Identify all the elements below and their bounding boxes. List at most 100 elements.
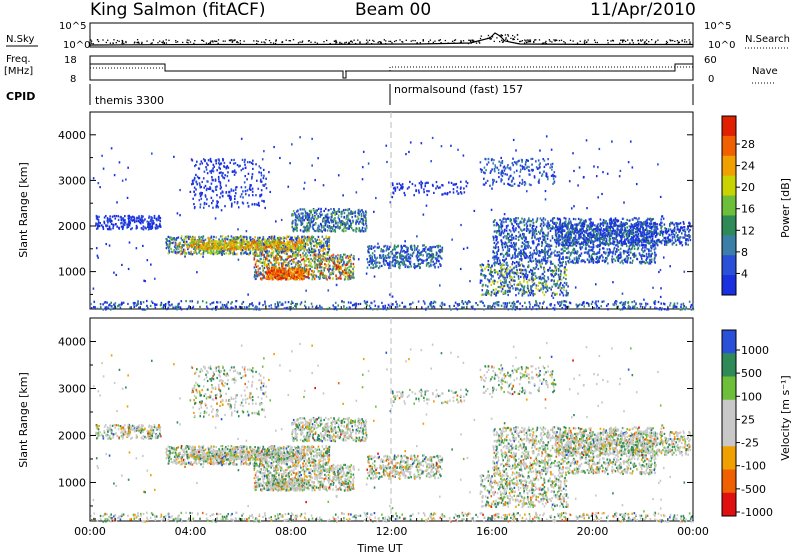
power-cell bbox=[153, 222, 155, 224]
power-cell bbox=[515, 229, 517, 231]
power-cell bbox=[542, 242, 544, 244]
power-cell bbox=[535, 258, 537, 260]
power-cell bbox=[304, 271, 306, 273]
power-cell bbox=[307, 229, 309, 231]
noise-dot bbox=[657, 40, 658, 41]
power-cell bbox=[544, 160, 546, 162]
power-cell bbox=[211, 202, 213, 204]
power-cell bbox=[535, 160, 537, 162]
power-cell bbox=[158, 217, 160, 219]
noise-dot bbox=[385, 40, 386, 41]
power-cell bbox=[506, 237, 508, 239]
power-cell bbox=[641, 248, 643, 250]
power-cell bbox=[421, 185, 423, 187]
power-cell bbox=[261, 262, 263, 264]
power-cell bbox=[403, 260, 405, 262]
power-cell bbox=[302, 215, 304, 217]
noise-dot bbox=[505, 37, 506, 38]
power-cell bbox=[485, 182, 487, 184]
power-cell bbox=[505, 167, 507, 169]
power-cell bbox=[547, 257, 549, 259]
noise-dot bbox=[269, 40, 270, 41]
power-cell bbox=[412, 183, 414, 185]
noise-dot bbox=[480, 38, 481, 39]
power-cell bbox=[397, 260, 399, 262]
power-cell bbox=[652, 245, 654, 247]
power-cell bbox=[550, 230, 552, 232]
power-cell bbox=[306, 272, 308, 274]
power-cell bbox=[355, 211, 357, 213]
power-cell bbox=[334, 260, 336, 262]
noise-dot bbox=[293, 39, 294, 40]
power-cell bbox=[168, 249, 170, 251]
power-cell bbox=[114, 215, 116, 217]
power-cell bbox=[230, 199, 232, 201]
power-cell bbox=[235, 241, 237, 243]
power-cell bbox=[340, 268, 342, 270]
power-cell bbox=[431, 253, 433, 255]
noise-tick-right-bottom: 10^0 bbox=[708, 40, 735, 51]
power-cell bbox=[526, 241, 528, 243]
power-cell bbox=[488, 158, 490, 160]
power-cell bbox=[350, 224, 352, 226]
power-cell bbox=[441, 248, 443, 250]
power-cell bbox=[520, 169, 522, 171]
cpid-label: CPID bbox=[6, 90, 35, 103]
power-cell bbox=[340, 254, 342, 256]
power-cell bbox=[587, 259, 589, 261]
noise-dot bbox=[512, 35, 513, 36]
power-cell bbox=[629, 261, 631, 263]
power-cell bbox=[536, 233, 538, 235]
power-cell bbox=[385, 255, 387, 257]
power-cell bbox=[172, 242, 174, 244]
power-cell bbox=[337, 210, 339, 212]
power-cell bbox=[107, 228, 109, 230]
power-cell bbox=[491, 158, 493, 160]
power-cell bbox=[213, 250, 215, 252]
power-cell bbox=[226, 248, 228, 250]
power-cell bbox=[612, 261, 614, 263]
cpid-mode-2: normalsound (fast) 157 bbox=[394, 83, 523, 96]
power-cell bbox=[502, 162, 504, 164]
power-cell bbox=[307, 269, 309, 271]
power-cell bbox=[434, 263, 436, 265]
power-cell bbox=[429, 248, 431, 250]
power-cell bbox=[370, 267, 372, 269]
power-cell bbox=[229, 162, 231, 164]
power-cell bbox=[207, 252, 209, 254]
power-cell bbox=[208, 205, 210, 207]
power-cell bbox=[489, 185, 491, 187]
power-cell bbox=[547, 220, 549, 222]
power-cell bbox=[287, 274, 289, 276]
power-cell bbox=[317, 259, 319, 261]
power-cell bbox=[524, 166, 526, 168]
power-cell bbox=[181, 246, 183, 248]
power-cell bbox=[276, 261, 278, 263]
power-cell bbox=[278, 264, 280, 266]
power-cell bbox=[348, 269, 350, 271]
power-cell bbox=[463, 187, 465, 189]
power-cell bbox=[503, 236, 505, 238]
power-cell bbox=[265, 247, 267, 249]
power-cell bbox=[141, 215, 143, 217]
power-cell bbox=[205, 243, 207, 245]
power-cell bbox=[440, 264, 442, 266]
power-cell bbox=[298, 219, 300, 221]
power-cell bbox=[309, 223, 311, 225]
noise-dot bbox=[348, 43, 349, 44]
power-cell bbox=[118, 219, 120, 221]
noise-dot bbox=[162, 42, 163, 43]
power-cell bbox=[246, 178, 248, 180]
power-cell bbox=[590, 218, 592, 220]
power-cell bbox=[353, 255, 355, 257]
power-cell bbox=[520, 171, 522, 173]
power-cell bbox=[203, 241, 205, 243]
power-cell bbox=[245, 167, 247, 169]
power-cell bbox=[344, 278, 346, 280]
power-cell bbox=[249, 161, 251, 163]
noise-dot bbox=[159, 41, 160, 42]
power-cell bbox=[363, 214, 365, 216]
power-cell bbox=[407, 187, 409, 189]
noise-dot bbox=[123, 43, 124, 44]
